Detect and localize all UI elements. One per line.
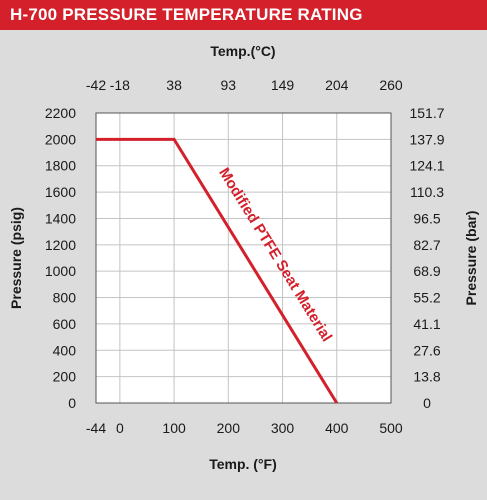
y-tick-label: 800 (53, 290, 77, 306)
x2-tick-label: 260 (379, 77, 403, 93)
x2-tick-label: 204 (325, 77, 349, 93)
y2-tick-label: 96.5 (413, 210, 440, 226)
y2-tick-label: 82.7 (413, 237, 440, 253)
x2-tick-label: 93 (221, 77, 237, 93)
y-tick-label: 1000 (45, 263, 76, 279)
y2-tick-label: 68.9 (413, 263, 440, 279)
x-tick-label: 400 (325, 420, 349, 436)
chart-title: H-700 PRESSURE TEMPERATURE RATING (10, 5, 363, 24)
x-tick-label: 300 (271, 420, 295, 436)
y-tick-label: 1400 (45, 210, 76, 226)
y-tick-label: 2000 (45, 131, 76, 147)
x-tick-label: 500 (379, 420, 403, 436)
plot-area (96, 113, 391, 403)
y-tick-label: 1200 (45, 237, 76, 253)
y2-tick-label: 55.2 (413, 290, 440, 306)
y2-axis-title: Pressure (bar) (463, 211, 479, 306)
y-tick-label: 0 (68, 395, 76, 411)
y2-tick-label: 151.7 (409, 105, 444, 121)
y2-tick-label: 110.3 (410, 184, 444, 200)
y-tick-label: 600 (53, 316, 77, 332)
series-line (96, 137, 339, 404)
y-tick-label: 2200 (45, 105, 76, 121)
y-tick-label: 200 (53, 369, 77, 385)
x-tick-label: -44 (86, 420, 106, 436)
y2-tick-label: 41.1 (413, 316, 440, 332)
x2-tick-label: -18 (110, 77, 130, 93)
y2-tick-label: 13.8 (413, 369, 440, 385)
y-tick-label: 400 (53, 342, 77, 358)
y-tick-label: 1600 (45, 184, 76, 200)
plot-frame (95, 112, 392, 404)
y2-tick-label: 0 (423, 395, 431, 411)
y2-tick-label: 137.9 (409, 131, 444, 147)
x-tick-label: 200 (217, 420, 241, 436)
x-axis-title: Temp. (°F) (209, 456, 277, 472)
x2-tick-label: 38 (166, 77, 182, 93)
x-tick-label: 0 (116, 420, 124, 436)
x2-tick-label: 149 (271, 77, 295, 93)
x2-tick-label: -42 (86, 77, 106, 93)
y2-tick-label: 27.6 (413, 342, 440, 358)
y-tick-label: 1800 (45, 158, 76, 174)
x2-axis-title: Temp.(°C) (210, 43, 275, 59)
title-banner: H-700 PRESSURE TEMPERATURE RATING (0, 0, 487, 30)
y-axis-title: Pressure (psig) (8, 207, 24, 309)
x-tick-label: 100 (162, 420, 186, 436)
y2-tick-label: 124.1 (409, 158, 444, 174)
